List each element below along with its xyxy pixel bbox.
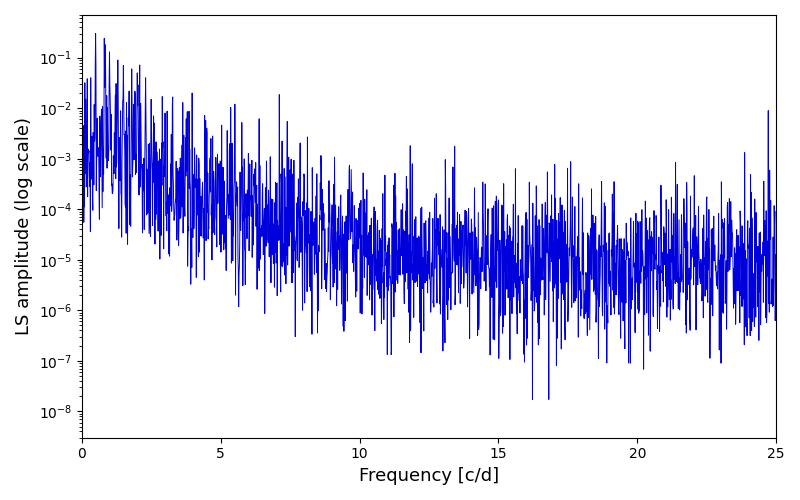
Y-axis label: LS amplitude (log scale): LS amplitude (log scale) (15, 118, 33, 336)
X-axis label: Frequency [c/d]: Frequency [c/d] (359, 467, 499, 485)
